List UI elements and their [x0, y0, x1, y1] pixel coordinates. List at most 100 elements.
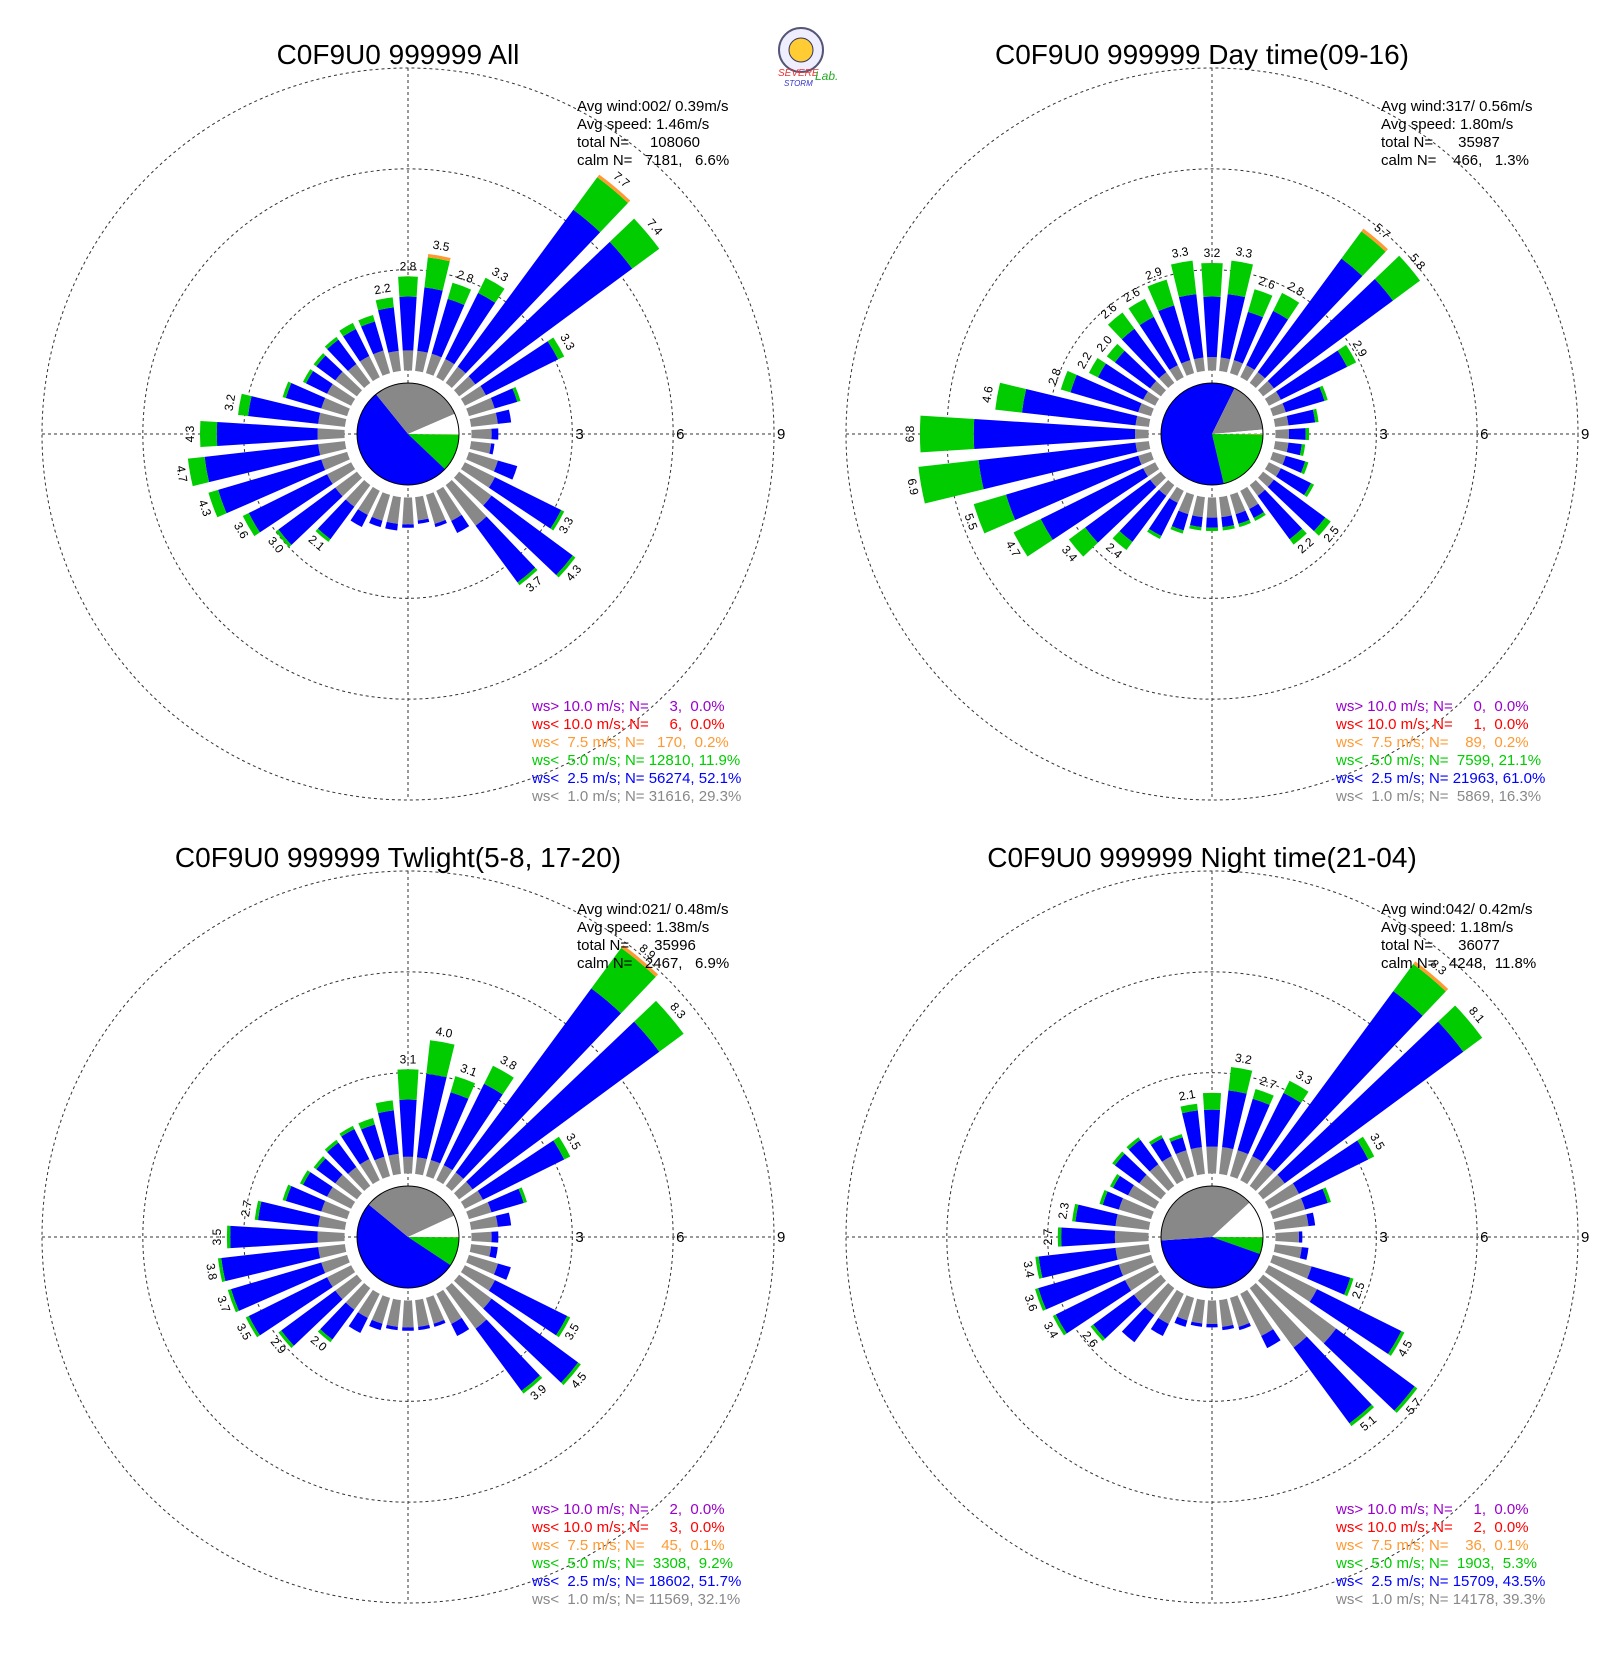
bar-segment	[919, 415, 975, 453]
bar-segment	[347, 363, 371, 389]
bar-segment	[358, 315, 375, 327]
bar-segment	[1313, 517, 1331, 536]
bar-segment	[973, 419, 1136, 449]
bar-segment	[1337, 344, 1357, 367]
bar-segment	[1341, 231, 1386, 277]
bar-segment	[1170, 1137, 1187, 1155]
bar-segment	[1275, 1231, 1300, 1243]
bar-segment	[1238, 1322, 1251, 1331]
bar-total-label: 4.0	[435, 1024, 454, 1041]
bar-segment	[1169, 365, 1184, 382]
legend-entry: ws< 1.0 m/s; N= 11569, 32.1%	[531, 1591, 740, 1608]
bar-segment	[561, 1362, 581, 1386]
bar-segment	[1299, 444, 1306, 457]
bar-segment	[1112, 1175, 1134, 1196]
bar-segment	[1282, 455, 1306, 473]
info-line: Avg speed: 1.46m/s	[577, 116, 709, 133]
bar-segment	[1206, 517, 1218, 528]
bar-segment	[1150, 1317, 1169, 1337]
pie-wedge	[1212, 434, 1263, 435]
bar-segment	[238, 393, 252, 417]
bar-total-label: 4.7	[174, 464, 191, 483]
bar-segment	[339, 322, 356, 337]
info-line: Avg speed: 1.38m/s	[577, 919, 709, 936]
bar-segment	[248, 1277, 333, 1336]
pie-wedge	[408, 434, 459, 470]
bar-segment	[1219, 1147, 1234, 1176]
bar-segment	[226, 1225, 231, 1249]
bar-total-label: 2.2	[373, 281, 392, 298]
bar-segment	[371, 1295, 391, 1324]
bar-segment	[1247, 289, 1273, 318]
bar-segment	[1264, 1265, 1318, 1302]
bar-segment	[1257, 1174, 1285, 1200]
r-tick-label: 9	[1581, 1229, 1589, 1246]
bar-segment	[1143, 391, 1160, 406]
bar-segment	[1118, 1254, 1154, 1276]
bar-total-label: 3.6	[1022, 1293, 1041, 1314]
bar-segment	[1361, 228, 1388, 252]
bar-segment	[1277, 1021, 1464, 1184]
bar-segment	[348, 1312, 368, 1334]
bar-total-label: 2.8	[400, 260, 417, 274]
bar-segment	[491, 1231, 499, 1243]
bar-segment	[1147, 279, 1175, 312]
pie-wedge	[368, 1186, 455, 1237]
bar-segment	[231, 1262, 326, 1311]
bar-segment	[1057, 1227, 1062, 1247]
info-line: Avg speed: 1.80m/s	[1381, 116, 1513, 133]
bar-segment	[415, 1298, 430, 1327]
bar-segment	[1292, 1140, 1369, 1194]
bar-segment	[1438, 1005, 1483, 1052]
bar-segment	[1068, 527, 1098, 557]
bar-segment	[1276, 468, 1312, 496]
bar-segment	[1112, 1151, 1125, 1166]
legend-entry: ws< 2.5 m/s; N= 15709, 43.5%	[1335, 1573, 1545, 1590]
bar-segment	[426, 1040, 455, 1078]
bar-segment	[397, 1069, 419, 1100]
bar-segment	[1035, 1288, 1047, 1311]
bar-segment	[436, 486, 462, 521]
bar-segment	[327, 1142, 357, 1174]
wind-rose: 3 6 93.2 3.32.6 2.85.75.82.92.52.22.43.44.75…	[845, 39, 1589, 805]
bar-segment	[1181, 360, 1195, 376]
bar-segment	[316, 1158, 343, 1184]
bar-segment	[466, 1021, 660, 1190]
bar-segment	[1240, 365, 1255, 382]
bar-segment	[1149, 1164, 1175, 1192]
bar-segment	[1249, 372, 1266, 389]
bar-segment	[1388, 1330, 1405, 1356]
bar-segment	[431, 298, 465, 358]
pie-wedge	[357, 1204, 451, 1288]
bar-segment	[1240, 1156, 1263, 1185]
bar-segment	[358, 1118, 375, 1130]
bar-segment	[385, 521, 398, 531]
pie-wedge	[1212, 388, 1263, 434]
bar-segment	[1139, 316, 1178, 370]
bar-segment	[466, 1202, 492, 1220]
bar-segment	[1175, 1150, 1195, 1179]
bar-segment	[299, 1170, 311, 1185]
bar-segment	[208, 489, 227, 518]
bar-segment	[1158, 1289, 1184, 1324]
bar-segment	[1148, 1134, 1163, 1145]
bar-total-label: 2.1	[1178, 1087, 1197, 1104]
bar-segment	[302, 1172, 333, 1197]
bar-segment	[1171, 510, 1189, 531]
bar-total-label: 4.6	[979, 385, 996, 404]
bar-segment	[591, 947, 656, 1014]
bar-total-label: 3.7	[214, 1294, 233, 1315]
bar-segment	[230, 1225, 318, 1249]
bar-segment	[1085, 479, 1157, 543]
bar-segment	[385, 1324, 398, 1331]
bar-segment	[453, 1274, 492, 1309]
bar-segment	[1072, 1203, 1079, 1222]
bar-segment	[445, 292, 496, 365]
bar-segment	[324, 1139, 339, 1153]
bar-segment	[495, 409, 512, 424]
legend-entry: ws< 7.5 m/s; N= 170, 0.2%	[531, 734, 729, 751]
bar-segment	[1300, 1188, 1328, 1210]
logo: SEVERE STORM Lab.	[778, 27, 838, 88]
bar-segment	[357, 486, 380, 515]
